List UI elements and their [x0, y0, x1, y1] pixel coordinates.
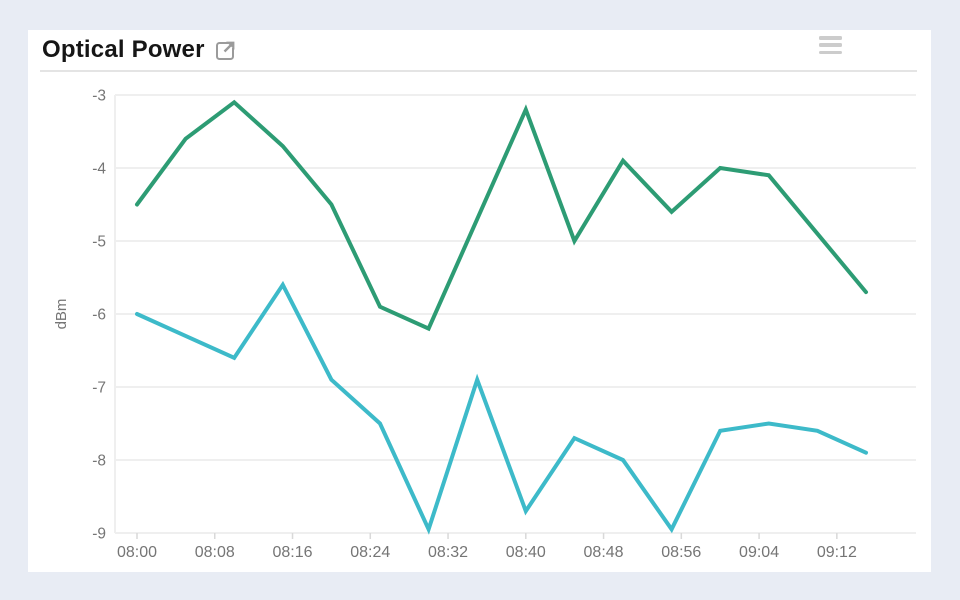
- y-axis-tick-label: -8: [92, 453, 106, 470]
- optical-power-series-1: [135, 99, 868, 332]
- y-axis-tick-label: -6: [92, 307, 106, 324]
- menu-bar: [819, 43, 842, 47]
- external-link-icon[interactable]: [213, 39, 237, 63]
- menu-bar: [819, 36, 842, 40]
- x-axis-tick-label: 08:40: [506, 544, 546, 561]
- x-axis-tick-label: 08:16: [272, 544, 312, 561]
- optical-power-panel: -3 -4 -5 -6 -7 -8 -9 08:00 08:08 08:16 08:24 08:32 0…: [28, 30, 931, 572]
- panel-title: Optical Power: [42, 36, 205, 63]
- x-axis-tick-label: 08:00: [117, 544, 157, 561]
- x-axis-tick-label: 08:32: [428, 544, 468, 561]
- y-axis-tick-label: -3: [92, 88, 106, 105]
- y-axis-tick-label: -4: [92, 161, 106, 178]
- menu-bar: [819, 50, 842, 54]
- y-axis-tick-label: -7: [92, 380, 106, 397]
- optical-power-series-2: [135, 280, 868, 535]
- x-axis-tick-label: 09:12: [817, 544, 857, 561]
- x-axis-tick-label: 09:04: [739, 544, 779, 561]
- y-axis-tick-label: -5: [92, 234, 106, 251]
- x-axis-tick-label: 08:48: [584, 544, 624, 561]
- x-axis-tick-label: 08:56: [661, 544, 701, 561]
- panel-header: Optical Power: [40, 30, 917, 72]
- optical-power-chart[interactable]: -3 -4 -5 -6 -7 -8 -9 08:00 08:08 08:16 08:24 08:32 0…: [28, 30, 931, 572]
- x-axis-tick-label: 08:08: [195, 544, 235, 561]
- x-axis-tick-label: 08:24: [350, 544, 390, 561]
- y-axis-unit-label: dBm: [53, 299, 70, 330]
- menu-icon[interactable]: [819, 34, 843, 56]
- y-axis-tick-label: -9: [92, 526, 106, 543]
